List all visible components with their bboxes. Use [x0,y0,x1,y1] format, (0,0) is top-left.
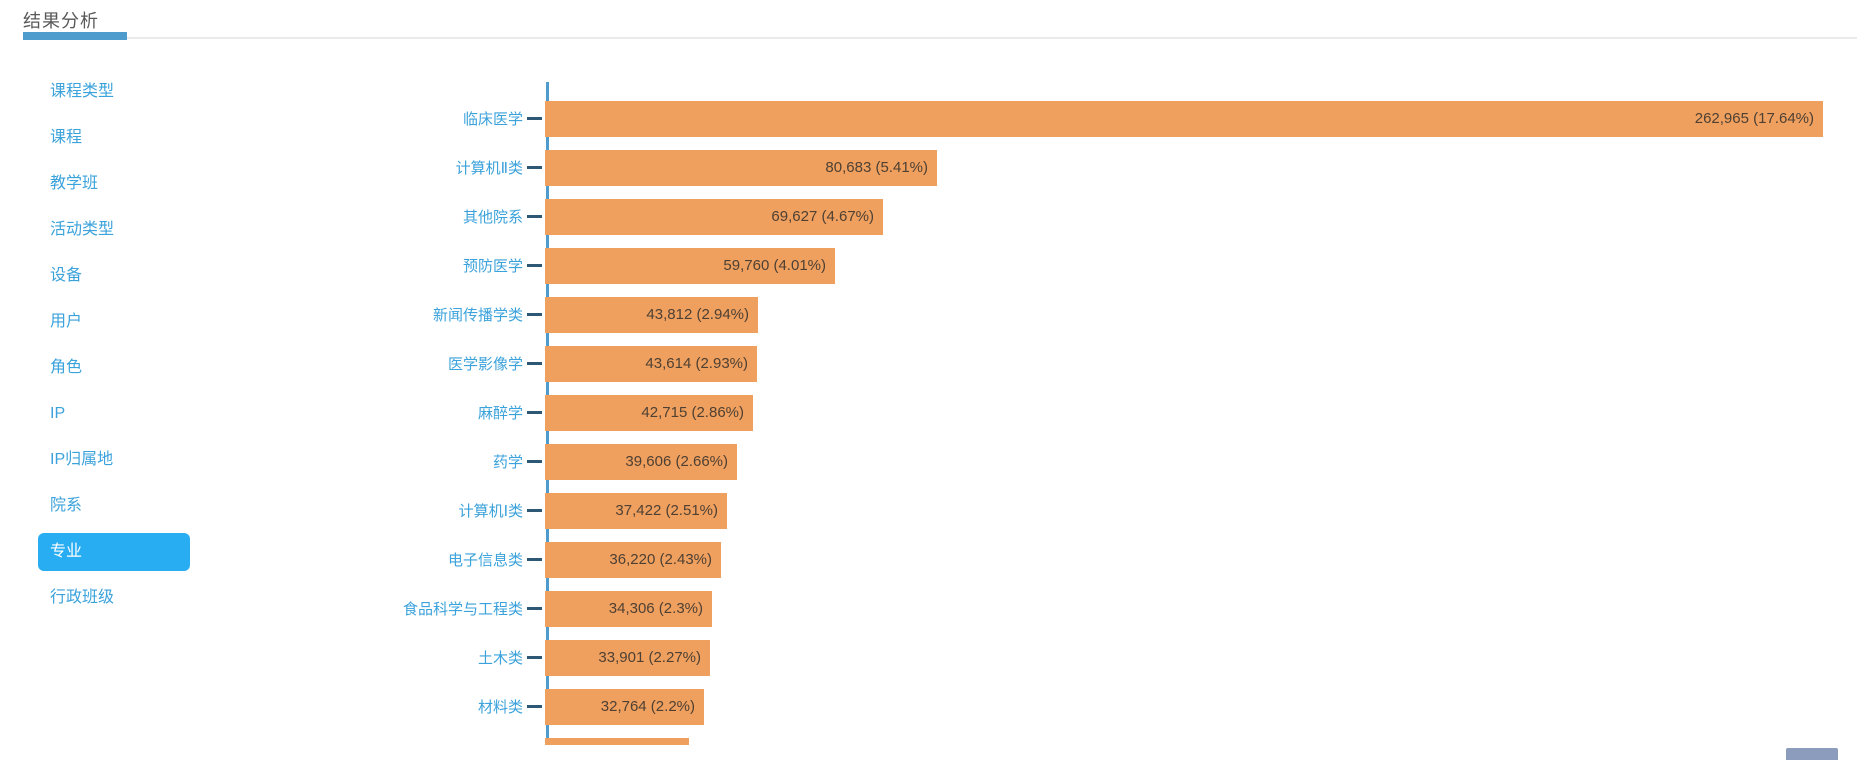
sidebar-item-2[interactable]: 教学班 [50,175,99,192]
bar-value-label: 59,760 (4.01%) [723,257,826,274]
category-label: 土木类 [477,650,523,667]
axis-tick [527,460,542,463]
category-label: 其他院系 [462,209,523,226]
category-label: 临床医学 [462,111,523,128]
chart-row: 计算机Ⅱ类 80,683 (5.41%) [0,143,1857,192]
bar[interactable]: 43,812 (2.94%) [545,296,758,333]
axis-tick [527,215,542,218]
axis-tick [527,362,542,365]
axis-tick [527,705,542,708]
chart-row: 材料类 32,764 (2.2%) [0,682,1857,731]
category-label: 材料类 [477,699,523,716]
axis-tick [527,117,542,120]
bar-value-label: 262,965 (17.64%) [1694,110,1814,127]
bar-value-label: 37,422 (2.51%) [615,502,718,519]
bar[interactable]: 43,614 (2.93%) [545,345,757,382]
axis-tick [527,656,542,659]
sidebar-item-0[interactable]: 课程类型 [50,83,115,100]
bar[interactable]: 59,760 (4.01%) [545,247,835,284]
bar-value-label: 36,220 (2.43%) [609,551,712,568]
sidebar: 课程类型课程教学班活动类型设备用户角色 IP IP归属地院系专业行政班级 [38,73,208,625]
axis-tick [527,607,542,610]
axis-tick [527,166,542,169]
sidebar-item-1[interactable]: 课程 [50,129,83,146]
bar[interactable]: 69,627 (4.67%) [545,198,883,235]
page-title: 结果分析 [23,11,99,31]
sidebar-item-3[interactable]: 活动类型 [50,221,115,238]
chart-row: 新闻传播学类 43,812 (2.94%) [0,290,1857,339]
bar[interactable]: 32,764 (2.2%) [545,688,704,725]
bar[interactable]: 33,901 (2.27%) [545,639,710,676]
bar[interactable]: 42,715 (2.86%) [545,394,753,431]
chart-row: 计算机Ⅰ类 37,422 (2.51%) [0,486,1857,535]
sidebar-item-9[interactable]: 院系 [50,497,83,514]
bar-value-label: 43,812 (2.94%) [646,306,749,323]
category-label: 新闻传播学类 [432,307,523,324]
category-label: 计算机Ⅰ类 [458,503,523,520]
chart-row: 药学 39,606 (2.66%) [0,437,1857,486]
bar[interactable]: 37,422 (2.51%) [545,492,727,529]
chart-rows: 临床医学 262,965 (17.64%) 计算机Ⅱ类 80,683 (5.41%) 其… [0,94,1857,745]
sidebar-item-7[interactable]: IP [50,405,66,422]
bar-value-label: 39,606 (2.66%) [625,453,728,470]
bar[interactable]: 80,683 (5.41%) [545,149,937,186]
axis-tick [527,558,542,561]
axis-tick [527,264,542,267]
bar-value-label: 32,764 (2.2%) [600,698,695,715]
bar-chart: 临床医学 262,965 (17.64%) 计算机Ⅱ类 80,683 (5.41%) 其… [0,82,1857,745]
axis-tick [527,313,542,316]
category-label: 计算机Ⅱ类 [455,160,523,177]
chart-row: 电子信息类 36,220 (2.43%) [0,535,1857,584]
category-label: 医学影像学 [447,356,523,373]
sidebar-item-5[interactable]: 用户 [50,313,83,330]
bar-value-label: 43,614 (2.93%) [645,355,748,372]
bar[interactable]: 262,965 (17.64%) [545,100,1823,137]
category-label: 食品科学与工程类 [402,601,523,618]
floating-widget[interactable] [1786,748,1838,760]
axis-tick [527,509,542,512]
bar-value-label: 69,627 (4.67%) [771,208,874,225]
sidebar-item-4[interactable]: 设备 [50,267,83,284]
header-divider [23,37,1857,39]
bar-value-label: 80,683 (5.41%) [825,159,928,176]
bar[interactable]: 36,220 (2.43%) [545,541,721,578]
bar[interactable] [545,737,689,745]
category-label: 药学 [492,454,523,471]
sidebar-item-6[interactable]: 角色 [50,359,83,376]
chart-row-cutoff [0,731,1857,745]
bar[interactable]: 34,306 (2.3%) [545,590,712,627]
chart-row: 其他院系 69,627 (4.67%) [0,192,1857,241]
sidebar-item-11[interactable]: 行政班级 [50,589,115,606]
axis-tick [527,411,542,414]
sidebar-item-10[interactable]: 专业 [38,533,190,571]
sidebar-item-8[interactable]: IP归属地 [50,451,114,468]
chart-row: 预防医学 59,760 (4.01%) [0,241,1857,290]
chart-row: 麻醉学 42,715 (2.86%) [0,388,1857,437]
chart-row: 食品科学与工程类 34,306 (2.3%) [0,584,1857,633]
chart-row: 医学影像学 43,614 (2.93%) [0,339,1857,388]
bar-value-label: 42,715 (2.86%) [641,404,744,421]
bar-value-label: 34,306 (2.3%) [608,600,703,617]
category-label: 电子信息类 [447,552,523,569]
category-label: 预防医学 [462,258,523,275]
chart-row: 土木类 33,901 (2.27%) [0,633,1857,682]
category-label: 麻醉学 [477,405,523,422]
bar-value-label: 33,901 (2.27%) [598,649,701,666]
chart-row: 临床医学 262,965 (17.64%) [0,94,1857,143]
title-underline [23,32,127,40]
bar[interactable]: 39,606 (2.66%) [545,443,737,480]
